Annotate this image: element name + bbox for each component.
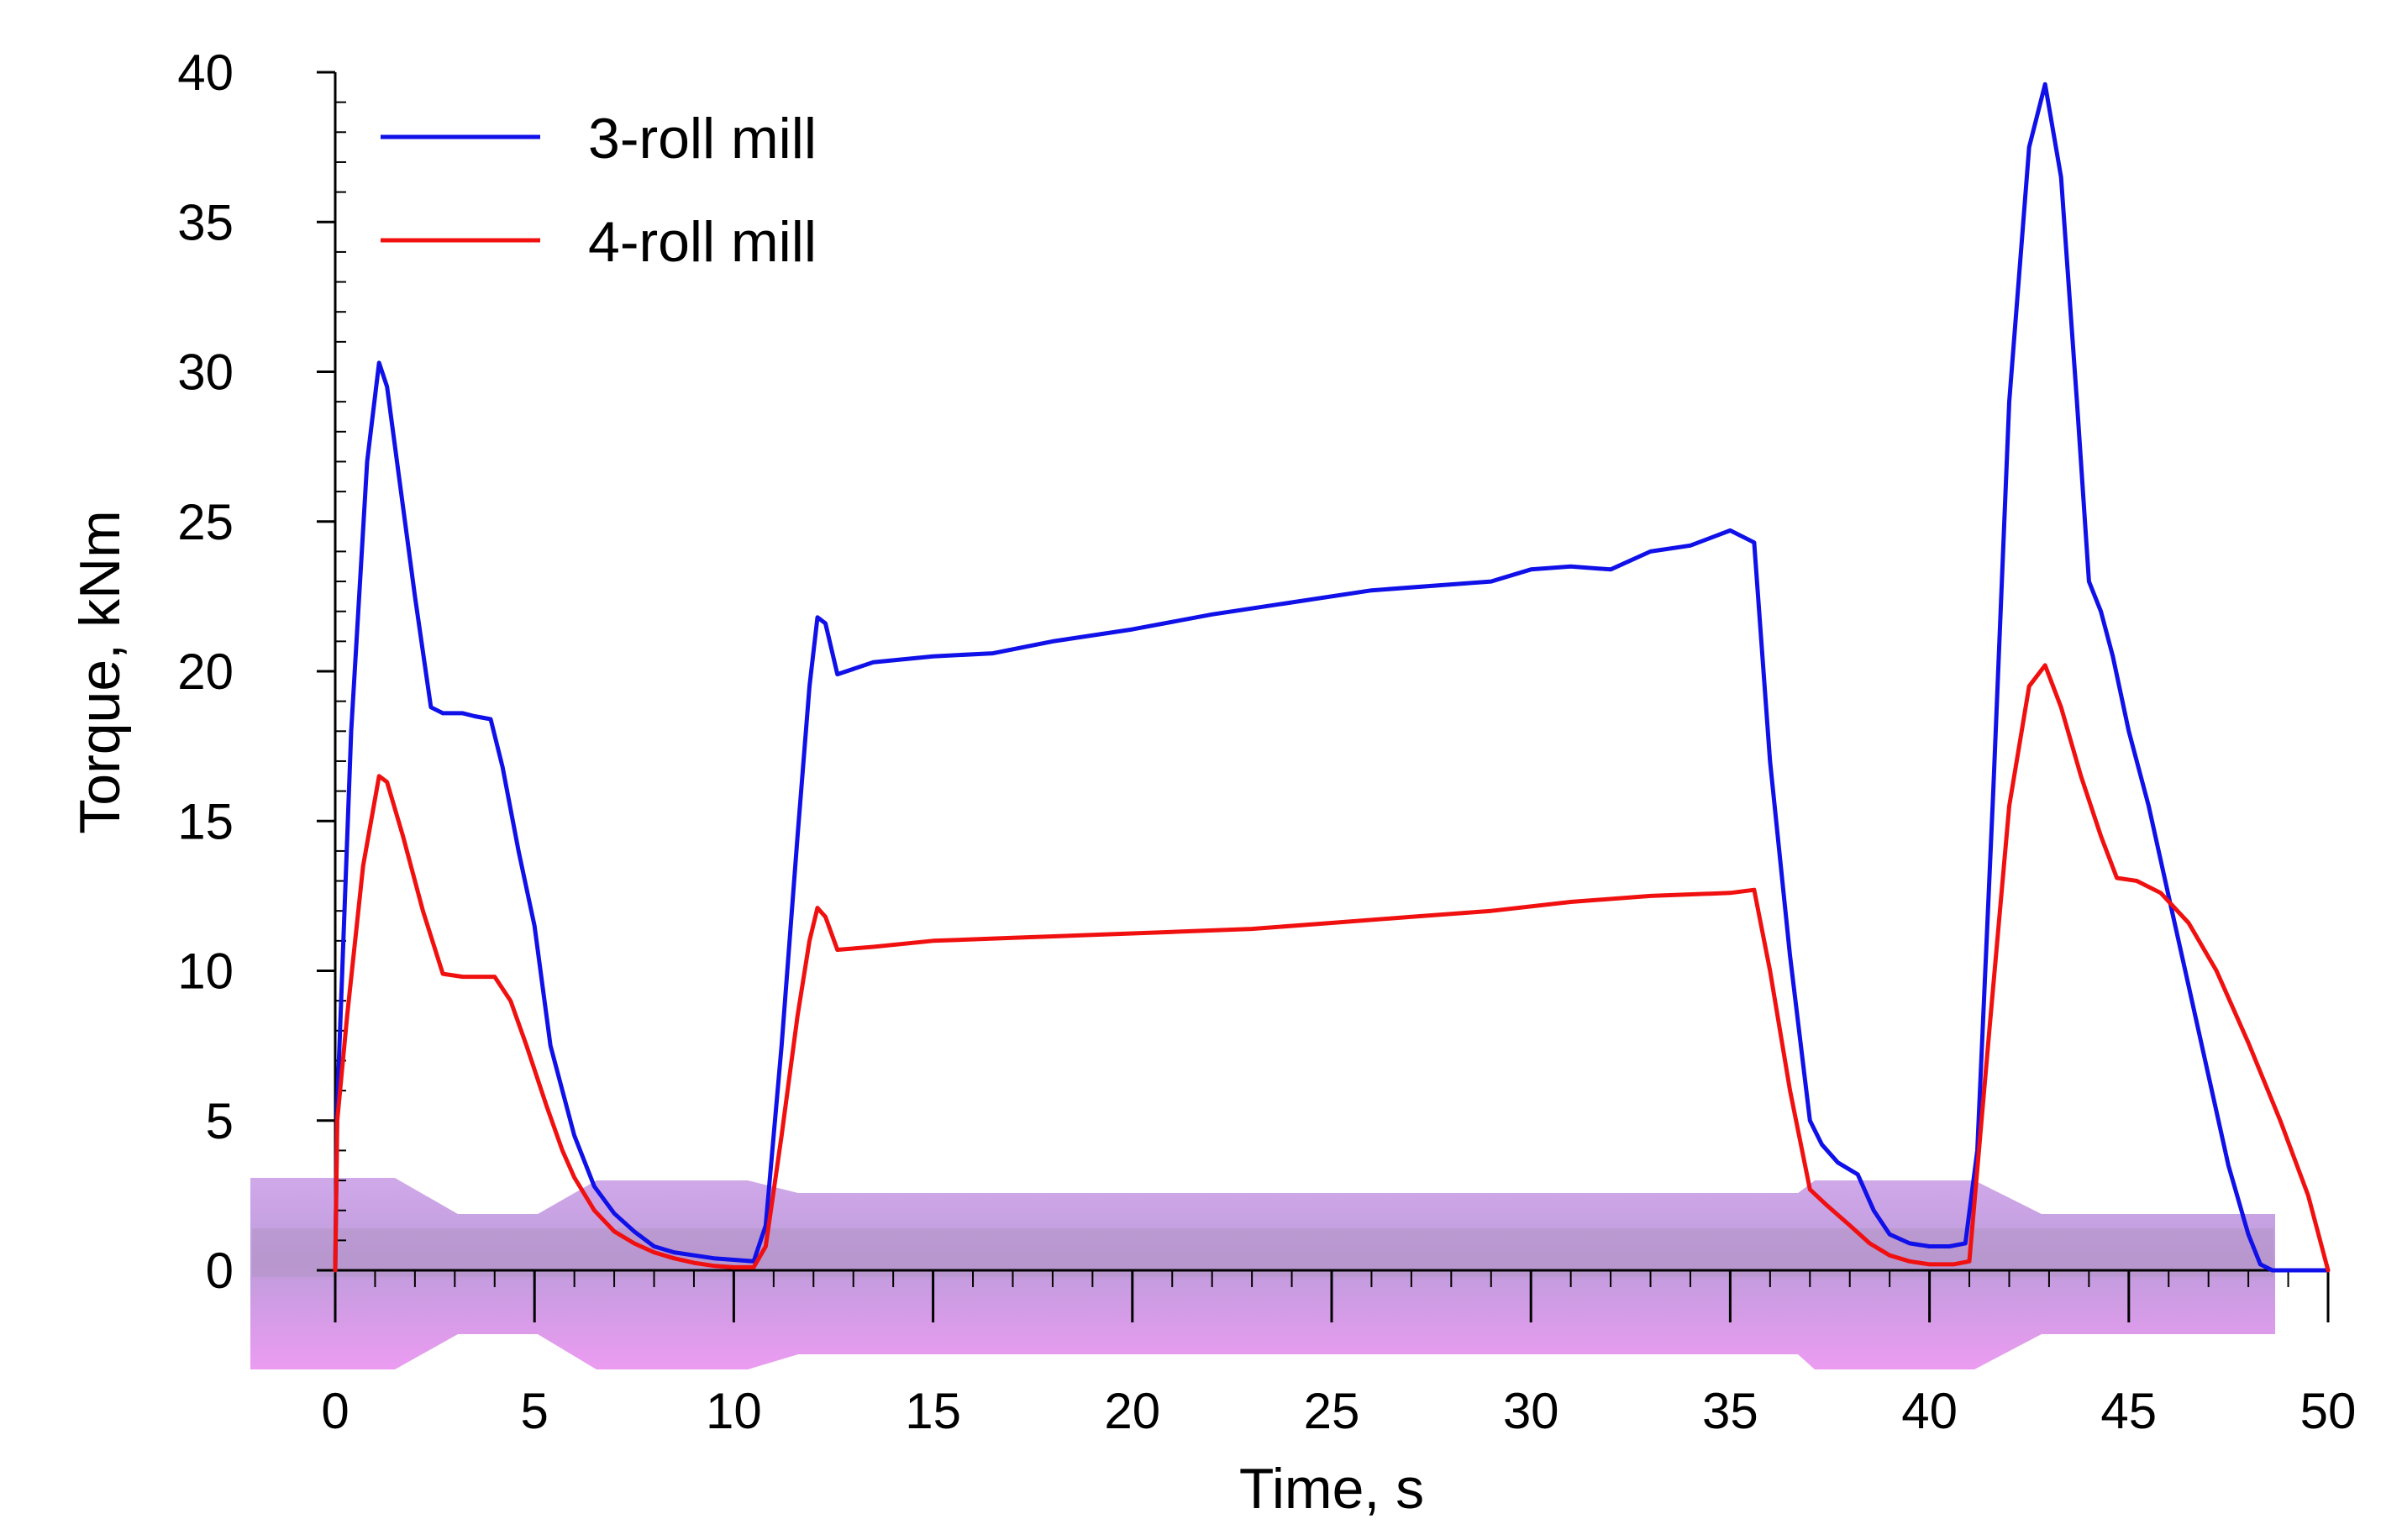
x-tick-label: 30 (1503, 1383, 1559, 1439)
x-axis-label: Time, s (1239, 1457, 1424, 1521)
x-tick-label: 0 (321, 1383, 349, 1439)
x-tick-label: 15 (905, 1383, 961, 1439)
series-line-3-roll-mill (333, 81, 2331, 1273)
y-tick-label: 40 (177, 45, 234, 101)
x-tick-label: 20 (1104, 1383, 1160, 1439)
legend-label-3-roll-mill: 3-roll mill (588, 107, 817, 171)
y-tick-label: 35 (177, 194, 234, 250)
x-major-ticks: 0 5 10 15 20 25 30 35 40 45 50 (321, 1270, 2356, 1439)
workpiece-profile-band (250, 1178, 2275, 1369)
y-tick-label: 30 (177, 344, 234, 401)
y-tick-label: 25 (177, 494, 234, 550)
series-line-4-roll-mill (333, 663, 2331, 1273)
legend: 3-roll mill 4-roll mill (381, 107, 817, 274)
x-tick-label: 35 (1702, 1383, 1758, 1439)
x-tick-label: 50 (2300, 1383, 2357, 1439)
x-minor-ticks (374, 1270, 2289, 1287)
y-tick-label: 15 (177, 793, 234, 849)
y-tick-label: 5 (206, 1093, 234, 1149)
band-shape (250, 1178, 2275, 1369)
x-tick-label: 45 (2100, 1383, 2157, 1439)
x-tick-label: 10 (706, 1383, 762, 1439)
y-tick-label: 0 (206, 1243, 234, 1299)
y-major-ticks: 0 5 10 15 20 25 30 35 40 (177, 45, 335, 1299)
legend-label-4-roll-mill: 4-roll mill (588, 210, 817, 274)
x-tick-label: 40 (1901, 1383, 1958, 1439)
x-tick-label: 25 (1304, 1383, 1360, 1439)
y-axis-label: Torque, kNm (68, 510, 132, 833)
y-tick-label: 20 (177, 644, 234, 700)
y-tick-label: 10 (177, 943, 234, 1000)
band-shadow (252, 1228, 2273, 1277)
x-tick-label: 5 (521, 1383, 549, 1439)
